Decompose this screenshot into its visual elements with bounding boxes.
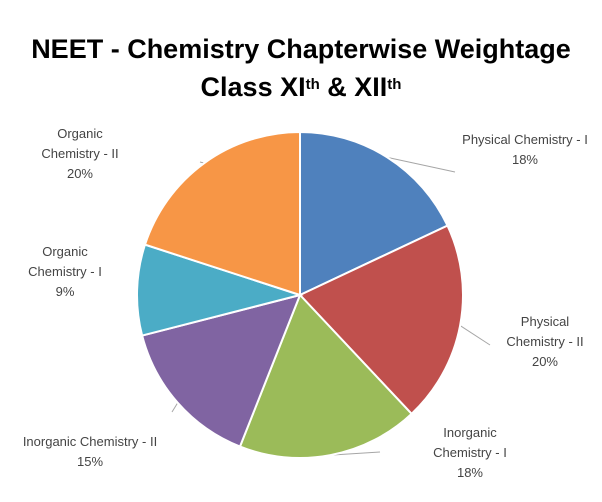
chart-title: NEET - Chemistry Chapterwise Weightage C… (0, 30, 602, 106)
subtitle-class-text: Class XI (200, 72, 306, 102)
slice-label-text: Physical (520, 314, 570, 329)
slice-value-label: 20% (66, 166, 94, 181)
slice-label-text: Chemistry - I (28, 264, 102, 279)
slice-label-3: Inorganic Chemistry - I 18% (433, 423, 507, 483)
leader-line-2 (459, 325, 491, 346)
slice-label-text: Inorganic Chemistry - II (22, 434, 158, 449)
subtitle-and-text: & XII (319, 72, 388, 102)
leader-line-1 (387, 156, 456, 173)
slice-label-5: Organic Chemistry - I 9% (28, 242, 102, 302)
pie-slice-6 (143, 130, 301, 297)
title-line-1: NEET - Chemistry Chapterwise Weightage (31, 34, 571, 64)
slice-label-2: Physical Chemistry - II 20% (506, 312, 583, 372)
slice-value-label: 18% (511, 152, 539, 167)
slice-value-label: 20% (531, 354, 559, 369)
subtitle-class-sup: th (305, 76, 320, 93)
slice-value-label: 15% (76, 454, 104, 469)
slice-label-text: Inorganic (443, 425, 497, 440)
slice-value-label: 18% (456, 465, 484, 480)
leader-line-4 (171, 402, 179, 413)
title-line-2: Class XIth & XIIth (0, 68, 602, 106)
slice-label-text: Organic (42, 244, 88, 259)
pie-slice-3 (238, 293, 413, 459)
leader-line-3 (330, 451, 381, 456)
slice-label-1: Physical Chemistry - I 18% (462, 130, 588, 170)
slice-label-4: Inorganic Chemistry - II 15% (23, 432, 157, 472)
slice-label-text: Organic (57, 126, 103, 141)
slice-label-text: Chemistry - II (506, 334, 584, 349)
pie-slice-2 (298, 224, 464, 416)
slice-label-text: Chemistry - I (433, 445, 507, 460)
pie-slice-4 (140, 293, 302, 448)
pie-slice-1 (299, 130, 449, 297)
slice-value-label: 9% (55, 284, 75, 299)
slice-label-6: Organic Chemistry - II 20% (41, 124, 118, 184)
pie-slices (136, 130, 464, 459)
slice-label-text: Chemistry - II (41, 146, 119, 161)
subtitle-and-sup: th (387, 76, 402, 93)
pie-slice-5 (136, 243, 304, 337)
slice-label-text: Physical Chemistry - I (462, 132, 588, 147)
